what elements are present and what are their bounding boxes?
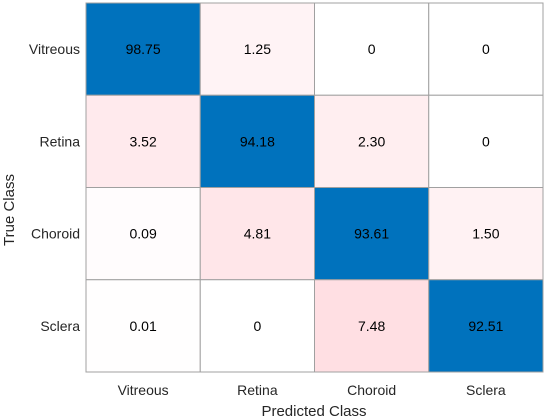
- heatmap-cell-0-1: [199, 2, 315, 96]
- heatmap-cell-0-3: [428, 2, 544, 96]
- x-tick-label-0: Vitreous: [118, 382, 169, 398]
- heatmap-cell-1-3: [428, 94, 544, 188]
- cell-value-label-3-2: 7.48: [358, 318, 385, 334]
- x-axis-title: Predicted Class: [261, 403, 366, 420]
- cell-value-label-3-0: 0.01: [130, 318, 157, 334]
- x-tick-labels: Vitreous Retina Choroid Sclera: [118, 382, 506, 398]
- y-tick-label-1: Retina: [40, 133, 81, 149]
- y-axis-title: True Class: [1, 174, 18, 246]
- cell-value-label-3-3: 92.51: [468, 318, 503, 334]
- cell-value-label-1-0: 3.52: [130, 133, 157, 149]
- cell-value-label-1-1: 94.18: [240, 133, 275, 149]
- cell-value-label-2-1: 4.81: [244, 226, 271, 242]
- cell-value-label-2-2: 93.61: [354, 226, 389, 242]
- y-tick-label-2: Choroid: [31, 226, 80, 242]
- y-tick-labels: Vitreous Retina Choroid Sclera: [29, 41, 80, 334]
- cells-layer: [85, 2, 544, 373]
- heatmap-cell-3-0: [85, 279, 201, 373]
- heatmap-cell-2-1: [199, 187, 315, 281]
- cell-value-label-1-3: 0: [482, 133, 490, 149]
- heatmap-cell-3-1: [199, 279, 315, 373]
- cell-value-label-2-3: 1.50: [472, 226, 499, 242]
- cell-value-label-0-1: 1.25: [244, 41, 271, 57]
- cell-value-label-0-2: 0: [368, 41, 376, 57]
- cell-value-label-0-3: 0: [482, 41, 490, 57]
- heatmap-cell-1-1: [199, 94, 315, 188]
- y-tick-label-0: Vitreous: [29, 41, 80, 57]
- x-tick-label-1: Retina: [237, 382, 278, 398]
- x-tick-label-3: Sclera: [466, 382, 506, 398]
- cell-labels-layer: 98.75 1.25 0 0 3.52 94.18 2.30 0 0.09 4.81 93.61 1.…: [126, 41, 504, 334]
- heatmap-cell-0-2: [314, 2, 430, 96]
- cell-value-label-3-1: 0: [253, 318, 261, 334]
- heatmap-cell-3-2: [314, 279, 430, 373]
- cell-value-label-0-0: 98.75: [126, 41, 161, 57]
- y-tick-label-3: Sclera: [40, 318, 80, 334]
- heatmap-cell-1-0: [85, 94, 201, 188]
- cell-value-label-2-0: 0.09: [130, 226, 157, 242]
- cell-value-label-1-2: 2.30: [358, 133, 385, 149]
- x-tick-label-2: Choroid: [347, 382, 396, 398]
- heatmap-cell-3-3: [428, 279, 544, 373]
- heatmap-cell-0-0: [85, 2, 201, 96]
- heatmap-cell-2-3: [428, 187, 544, 281]
